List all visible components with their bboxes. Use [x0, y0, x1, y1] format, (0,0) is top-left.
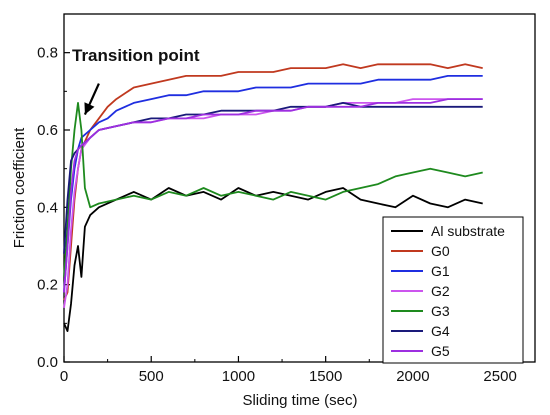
y-tick-label: 0.4: [37, 199, 58, 216]
legend-label: Al substrate: [431, 223, 505, 239]
x-tick-label: 2500: [483, 368, 516, 385]
legend-label: G2: [431, 283, 450, 299]
series-line-g3: [63, 102, 483, 277]
x-tick-label: 2000: [396, 368, 429, 385]
x-tick-label: 1500: [309, 368, 342, 385]
y-tick-label: 0.0: [37, 354, 58, 371]
legend-label: G5: [431, 343, 450, 359]
annotation-arrow-head: [84, 102, 95, 115]
annotation-label: Transition point: [72, 46, 200, 65]
y-tick-label: 0.2: [37, 277, 58, 294]
legend-label: G4: [431, 323, 450, 339]
legend-label: G3: [431, 303, 450, 319]
x-tick-label: 500: [139, 368, 164, 385]
plot-frame: [63, 13, 536, 363]
x-axis-title: Sliding time (sec): [242, 392, 357, 409]
series-line-g5: [63, 98, 483, 293]
y-tick-label: 0.6: [37, 122, 58, 139]
legend-label: G0: [431, 243, 450, 259]
legend-label: G1: [431, 263, 450, 279]
y-axis-title: Friction coefficient: [11, 127, 28, 248]
x-tick-label: 0: [60, 368, 68, 385]
series-line-al-substrate: [63, 187, 483, 333]
x-tick-label: 1000: [222, 368, 255, 385]
y-tick-label: 0.8: [37, 45, 58, 62]
